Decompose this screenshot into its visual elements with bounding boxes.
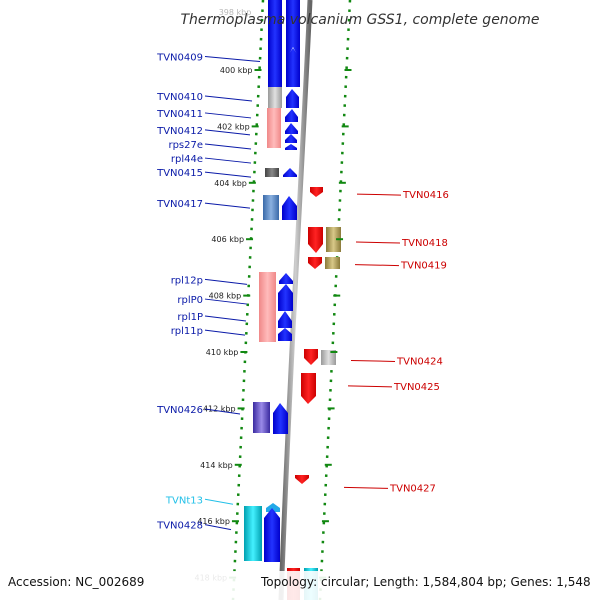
gene-label-leader <box>204 524 232 531</box>
gene-label-leader <box>204 298 248 305</box>
gene-block-tvn0415 <box>265 168 279 177</box>
gene-arrow-tvn0416 <box>310 187 323 197</box>
reverse-lane-border <box>318 0 352 600</box>
gene-block-tvn0424 <box>321 350 336 365</box>
gene-arrow-tvn0409 <box>286 48 300 87</box>
gene-label-tvn0410[interactable]: TVN0410 <box>156 92 203 103</box>
accession-text: Accession: NC_002689 <box>8 575 144 589</box>
kbp-tick-label: 404 kbp <box>214 179 247 188</box>
gene-label-tvn0416[interactable]: TVN0416 <box>402 190 449 201</box>
gene-label-leader <box>355 241 401 244</box>
gene-arrow-tvn0412 <box>285 123 298 134</box>
gene-label-rps27e[interactable]: rps27e <box>168 140 203 151</box>
gene-arrow-rpl12p <box>279 273 293 284</box>
gene-label-tvn0419[interactable]: TVN0419 <box>400 261 447 272</box>
gene-block-tvn0409 <box>268 0 282 87</box>
gene-label-leader <box>350 359 396 362</box>
gene-label-leader <box>354 264 400 267</box>
gene-block-tvn0410 <box>268 87 282 108</box>
gene-label-leader <box>204 202 251 209</box>
gene-label-leader <box>347 385 393 388</box>
gene-label-tvn0424[interactable]: TVN0424 <box>396 356 443 367</box>
trna-arrow-tvnt13 <box>266 503 280 512</box>
gene-arrow-tvn0428 <box>264 508 280 562</box>
gene-label-leader <box>356 193 402 196</box>
gene-arrow-rpl11p <box>278 328 292 341</box>
kbp-tick-label-partial: 398 kbp <box>219 8 252 17</box>
gene-label-tvn0418[interactable]: TVN0418 <box>401 238 448 249</box>
gene-label-tvn0427[interactable]: TVN0427 <box>389 483 436 494</box>
gene-label-rpl11p[interactable]: rpl11p <box>171 326 203 337</box>
kbp-tick-label: 402 kbp <box>217 122 250 131</box>
gene-block-tvn0418 <box>326 227 341 252</box>
gene-label-leader <box>204 112 252 119</box>
kbp-tick-label: 410 kbp <box>206 348 239 357</box>
gene-block-tvn0419 <box>325 257 340 269</box>
gene-block-tvn0426 <box>253 402 270 433</box>
gene-arrow-tvn0419 <box>308 257 322 269</box>
gene-arrow-rpl1p <box>278 311 292 328</box>
kbp-tick-label: 416 kbp <box>197 517 230 526</box>
gene-label-tvn0412[interactable]: TVN0412 <box>156 126 203 137</box>
gene-block-tvn0412 <box>267 108 281 148</box>
gene-label-leader <box>204 143 252 150</box>
gene-arrow-tvn0424 <box>304 349 318 365</box>
gene-arrow-tvn0425 <box>301 373 316 404</box>
gene-arrow-tvn0426 <box>273 403 288 434</box>
gene-block-rpl12p <box>259 272 276 342</box>
gene-arrow-tvn0408 <box>286 0 300 60</box>
gene-label-leader <box>204 278 248 285</box>
gene-label-leader <box>204 56 261 63</box>
gene-label-leader <box>204 498 234 505</box>
gene-label-leader <box>343 486 389 489</box>
gene-label-rpl1p[interactable]: rpl1P <box>177 312 203 323</box>
gene-label-tvn0417[interactable]: TVN0417 <box>156 199 203 210</box>
kbp-tick-label: 408 kbp <box>209 292 242 301</box>
gene-arrow-tvn0415 <box>283 168 297 177</box>
kbp-tick-label: 400 kbp <box>220 66 253 75</box>
gene-label-rpl12p[interactable]: rpl12p <box>171 275 203 286</box>
gene-arrow-tvn0411 <box>285 109 298 122</box>
gene-arrow-tvn0418 <box>308 227 323 253</box>
gene-label-leader <box>204 95 253 102</box>
gene-arrow-rpl44e <box>285 144 297 150</box>
gene-label-leader <box>204 315 247 322</box>
genome-title: Thermoplasma volcanium GSS1, complete ge… <box>180 12 539 28</box>
gene-label-tvn0425[interactable]: TVN0425 <box>393 382 440 393</box>
gene-label-leader <box>204 129 251 136</box>
reverse-gene-labels: TVN0416 TVN0418 TVN0419 TVN0424 TVN0425 TVN04… <box>343 190 449 494</box>
gene-label-tvn0426[interactable]: TVN0426 <box>156 405 203 416</box>
gene-label-rpl44e[interactable]: rpl44e <box>171 154 203 165</box>
kbp-tick-label: 412 kbp <box>203 404 236 413</box>
gene-label-leader <box>204 171 252 178</box>
gene-label-leader <box>204 329 246 336</box>
gene-label-tvnt13[interactable]: TVNt13 <box>165 495 203 506</box>
gene-label-tvn0411[interactable]: TVN0411 <box>156 109 203 120</box>
gene-label-tvn0415[interactable]: TVN0415 <box>156 168 203 179</box>
forward-features <box>244 0 300 562</box>
topology-text: Topology: circular; Length: 1,584,804 bp… <box>260 575 591 589</box>
forward-gene-labels: TVN0409 TVN0410 TVN0411 TVN0412 rps27e rpl44e… <box>156 53 261 532</box>
gene-label-rplp0[interactable]: rplP0 <box>177 295 203 306</box>
gene-arrow-rps27e <box>285 134 297 143</box>
gene-block-tvn0428 <box>244 506 262 561</box>
footer-backdrop <box>0 571 600 600</box>
genome-backbone <box>278 0 313 600</box>
gene-arrow-tvn0417 <box>282 196 297 220</box>
kbp-tick-label: 406 kbp <box>211 235 244 244</box>
gene-label-leader <box>204 157 252 164</box>
gene-label-leader <box>204 408 241 415</box>
gene-label-tvn0428[interactable]: TVN0428 <box>156 521 203 532</box>
gene-arrow-rplp0 <box>278 284 293 311</box>
gene-arrow-tvn0410 <box>286 89 299 108</box>
kbp-tick-label: 414 kbp <box>200 461 233 470</box>
gene-block-tvn0417 <box>263 195 279 220</box>
gene-arrow-tvn0427 <box>295 475 309 484</box>
gene-label-tvn0409[interactable]: TVN0409 <box>156 53 203 64</box>
